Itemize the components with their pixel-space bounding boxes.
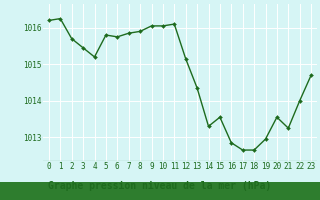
Text: Graphe pression niveau de la mer (hPa): Graphe pression niveau de la mer (hPa) [48, 181, 272, 191]
